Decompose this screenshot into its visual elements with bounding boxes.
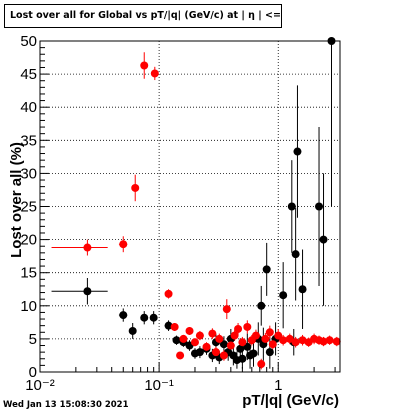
- data-point: [226, 341, 235, 350]
- data-point: [140, 313, 149, 322]
- data-point: [164, 321, 173, 330]
- data-point: [332, 337, 341, 346]
- x-tick-label: 10⁻²: [25, 377, 55, 394]
- y-tick-label: 35: [20, 132, 37, 149]
- data-point: [279, 291, 288, 300]
- data-point: [222, 305, 231, 314]
- data-point: [202, 342, 211, 351]
- data-point: [265, 328, 274, 337]
- data-point: [319, 235, 328, 244]
- data-point: [291, 250, 300, 259]
- data-point: [249, 349, 258, 358]
- data-point: [185, 326, 194, 335]
- data-point: [195, 348, 204, 357]
- data-point: [172, 336, 181, 345]
- data-point: [291, 338, 300, 347]
- timestamp: Wed Jan 13 15:08:30 2021: [3, 400, 129, 410]
- data-point: [243, 322, 252, 331]
- data-point: [261, 334, 270, 343]
- data-point: [170, 322, 179, 331]
- data-point: [234, 324, 243, 333]
- data-point: [195, 331, 204, 340]
- data-point: [285, 334, 294, 343]
- data-point: [293, 147, 302, 156]
- data-point: [230, 331, 239, 340]
- data-point: [238, 338, 247, 347]
- x-tick-label: 10⁻¹: [144, 377, 174, 394]
- y-tick-label: 10: [20, 298, 37, 315]
- y-tick-labels: 0 5 10 15 20 25 30 35 40 45 50: [20, 33, 37, 381]
- axis-ticks: [39, 40, 336, 373]
- y-tick-label: 15: [20, 265, 37, 282]
- data-point: [211, 348, 220, 357]
- data-point: [257, 301, 266, 310]
- data-point: [119, 240, 128, 249]
- data-point: [83, 243, 92, 252]
- data-point: [268, 340, 277, 349]
- data-point: [325, 336, 334, 345]
- data-point: [131, 183, 140, 192]
- y-tick-label: 20: [20, 232, 37, 249]
- data-point: [140, 61, 149, 70]
- data-point: [150, 69, 159, 78]
- data-point: [149, 313, 158, 322]
- data-point: [83, 287, 92, 296]
- x-tick-labels: 10⁻² 10⁻¹ 1: [25, 377, 282, 394]
- data-point: [287, 202, 296, 211]
- chart-title: Lost over all for Global vs pT/|q| (GeV/…: [4, 4, 282, 28]
- y-tick-label: 30: [20, 165, 37, 182]
- y-axis-title: Lost over all (%): [8, 142, 25, 258]
- data-point: [279, 336, 288, 345]
- data-point: [298, 336, 307, 345]
- data-point: [208, 329, 217, 338]
- x-axis-title: pT/|q| (GeV/c): [242, 392, 339, 409]
- y-tick-label: 25: [20, 199, 37, 216]
- data-points: [83, 37, 341, 369]
- data-point: [128, 326, 137, 335]
- data-point: [238, 354, 247, 363]
- data-point: [219, 351, 228, 360]
- data-point: [164, 289, 173, 298]
- data-point: [119, 311, 128, 320]
- data-point: [176, 351, 185, 360]
- data-point: [190, 338, 199, 347]
- y-tick-label: 5: [29, 331, 37, 348]
- data-point: [319, 337, 328, 346]
- data-point: [215, 334, 224, 343]
- data-point: [257, 360, 266, 369]
- data-point: [298, 285, 307, 294]
- data-point: [315, 202, 324, 211]
- y-tick-label: 45: [20, 66, 37, 83]
- data-point: [262, 265, 271, 274]
- x-tick-label: 1: [274, 377, 282, 394]
- data-point: [179, 334, 188, 343]
- data-point: [251, 331, 260, 340]
- y-tick-label: 0: [29, 364, 37, 381]
- y-tick-label: 40: [20, 99, 37, 116]
- data-point: [265, 348, 274, 357]
- data-point: [219, 340, 228, 349]
- y-tick-label: 50: [20, 33, 37, 50]
- data-point: [236, 344, 245, 353]
